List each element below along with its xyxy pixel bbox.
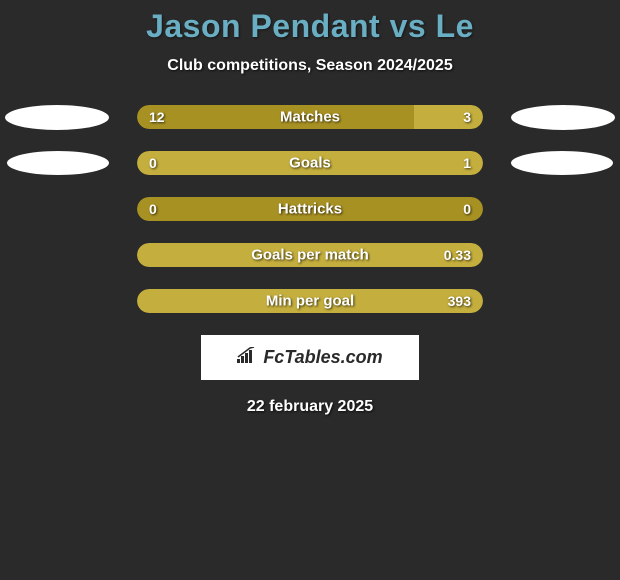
bar-hattricks: 0 Hattricks 0 (137, 197, 483, 221)
chart-subtitle: Club competitions, Season 2024/2025 (0, 57, 620, 75)
stat-value-left: 0 (149, 155, 157, 171)
stat-label: Goals (289, 155, 331, 172)
stat-row-goals: 0 Goals 1 (0, 151, 620, 175)
player2-marker (511, 105, 615, 130)
bar-right-fill (414, 105, 483, 129)
logo-text: FcTables.com (263, 347, 382, 368)
chart-date: 22 february 2025 (0, 398, 620, 416)
stat-label: Min per goal (266, 293, 354, 310)
stat-label: Matches (280, 109, 340, 126)
stat-value-left: 0 (149, 201, 157, 217)
stat-label: Hattricks (278, 201, 342, 218)
stat-row-min-per-goal: Min per goal 393 (0, 289, 620, 313)
stat-value-right: 1 (463, 155, 471, 171)
stat-label: Goals per match (251, 247, 369, 264)
stat-row-matches: 12 Matches 3 (0, 105, 620, 129)
stat-value-right: 0 (463, 201, 471, 217)
stat-row-goals-per-match: Goals per match 0.33 (0, 243, 620, 267)
stat-value-right: 393 (448, 293, 471, 309)
player2-marker (511, 151, 613, 175)
stat-value-left: 12 (149, 109, 165, 125)
player1-marker (7, 151, 109, 175)
logo: FcTables.com (237, 347, 382, 368)
stat-value-right: 0.33 (444, 247, 471, 263)
bar-left-fill (137, 105, 414, 129)
bar-goals: 0 Goals 1 (137, 151, 483, 175)
chart-rows: 12 Matches 3 0 Goals 1 0 Hattricks (0, 105, 620, 313)
bar-matches: 12 Matches 3 (137, 105, 483, 129)
chart-title: Jason Pendant vs Le (0, 8, 620, 45)
bar-min-per-goal: Min per goal 393 (137, 289, 483, 313)
logo-box: FcTables.com (201, 335, 419, 380)
chart-icon (237, 347, 257, 368)
comparison-chart: Jason Pendant vs Le Club competitions, S… (0, 0, 620, 416)
bar-goals-per-match: Goals per match 0.33 (137, 243, 483, 267)
player1-marker (5, 105, 109, 130)
stat-value-right: 3 (463, 109, 471, 125)
stat-row-hattricks: 0 Hattricks 0 (0, 197, 620, 221)
